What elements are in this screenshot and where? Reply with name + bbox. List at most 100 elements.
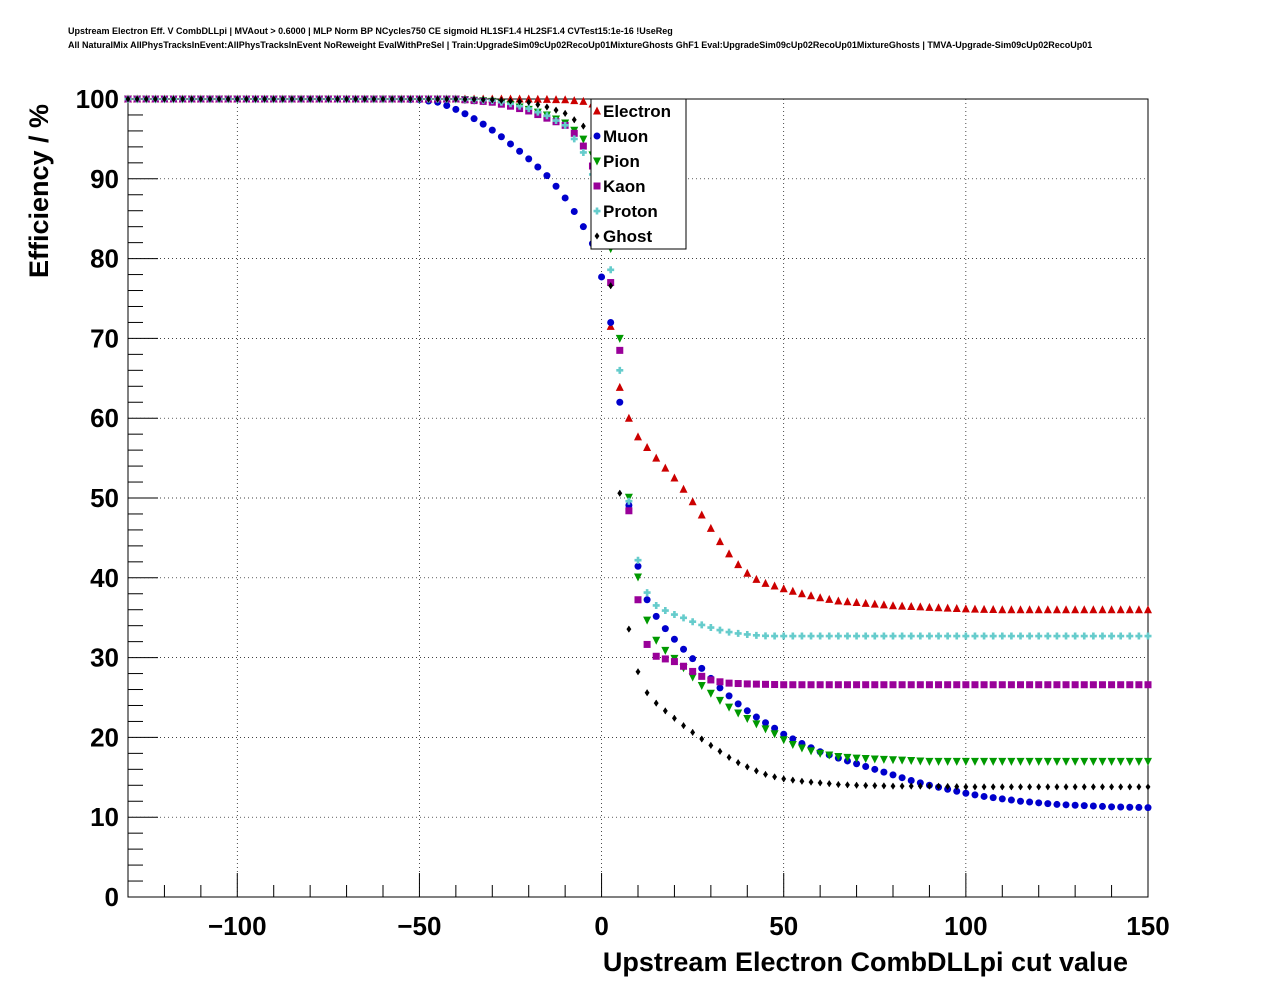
data-point [952, 757, 961, 766]
data-point [881, 782, 887, 790]
data-point [689, 618, 697, 626]
data-point [843, 753, 852, 762]
data-point [753, 767, 759, 775]
data-point [1117, 632, 1125, 640]
data-point [907, 681, 915, 689]
data-point [643, 596, 651, 604]
data-point [916, 681, 924, 689]
data-point [362, 95, 368, 103]
data-point [380, 95, 386, 103]
data-point [1098, 802, 1106, 810]
data-point [788, 740, 797, 749]
data-point [752, 680, 760, 688]
data-point [1135, 632, 1143, 640]
data-point [716, 626, 724, 634]
data-point [734, 680, 742, 688]
data-point [1052, 757, 1061, 766]
data-point [697, 510, 706, 519]
data-point [934, 603, 943, 612]
data-point [890, 782, 896, 790]
data-point [752, 720, 761, 729]
data-point [717, 747, 723, 755]
data-point [1144, 681, 1152, 689]
data-point [516, 147, 524, 155]
data-point [579, 96, 588, 105]
legend-marker-pion [593, 157, 601, 166]
data-point [698, 621, 706, 629]
data-point [1062, 632, 1070, 640]
data-point [971, 632, 979, 640]
data-point [716, 684, 724, 692]
data-point [980, 757, 989, 766]
data-point [653, 699, 659, 707]
data-point [954, 783, 960, 791]
data-point [953, 632, 961, 640]
legend-marker-kaon [593, 182, 601, 190]
data-point [780, 681, 788, 689]
data-point [1145, 783, 1151, 791]
data-point [298, 95, 304, 103]
data-point [1089, 681, 1097, 689]
data-point [389, 95, 395, 103]
data-point [679, 484, 688, 493]
data-point [670, 635, 678, 643]
data-point [916, 602, 925, 611]
data-point [834, 632, 842, 640]
data-point [1098, 632, 1106, 640]
y-tick-label: 80 [90, 244, 119, 274]
data-point [998, 632, 1006, 640]
data-point [688, 673, 697, 682]
data-point [1125, 757, 1134, 766]
data-point [570, 129, 578, 137]
data-point [134, 95, 140, 103]
data-point [1118, 783, 1124, 791]
data-point [371, 95, 377, 103]
data-point [470, 115, 478, 123]
data-point [1062, 757, 1071, 766]
data-point [552, 182, 560, 190]
data-point [816, 632, 824, 640]
data-point [543, 112, 551, 120]
data-point [998, 605, 1007, 614]
data-point [570, 208, 578, 216]
data-point [271, 95, 277, 103]
data-point [1063, 783, 1069, 791]
data-point [570, 135, 578, 143]
data-point [743, 715, 752, 724]
data-point [752, 713, 760, 721]
data-point [1036, 783, 1042, 791]
data-point [189, 95, 195, 103]
data-point [771, 724, 779, 732]
data-point [452, 105, 460, 113]
data-point [1007, 605, 1016, 614]
data-point [488, 126, 496, 134]
data-point [889, 681, 897, 689]
data-point [725, 692, 733, 700]
y-tick-label: 20 [90, 722, 119, 752]
data-point [707, 624, 715, 632]
data-point [670, 473, 679, 482]
data-point [752, 574, 761, 583]
data-point [634, 562, 642, 570]
data-point [570, 96, 579, 105]
data-point [1108, 632, 1116, 640]
data-point [1045, 783, 1051, 791]
data-point [1026, 681, 1034, 689]
legend-marker-ghost [594, 232, 600, 240]
data-point [1126, 681, 1134, 689]
data-point [799, 777, 805, 785]
header-line-2: All NaturalMix AllPhysTracksInEvent:AllP… [68, 40, 1093, 50]
data-point [561, 194, 569, 202]
data-point [807, 632, 815, 640]
data-point [743, 707, 751, 715]
data-point [715, 537, 724, 546]
data-point [734, 709, 743, 718]
data-point [935, 632, 943, 640]
data-point [524, 94, 533, 103]
data-point [471, 95, 477, 103]
data-point [207, 95, 213, 103]
data-point [1116, 757, 1125, 766]
data-point [907, 757, 916, 766]
data-point [980, 792, 988, 800]
data-point [525, 155, 533, 163]
